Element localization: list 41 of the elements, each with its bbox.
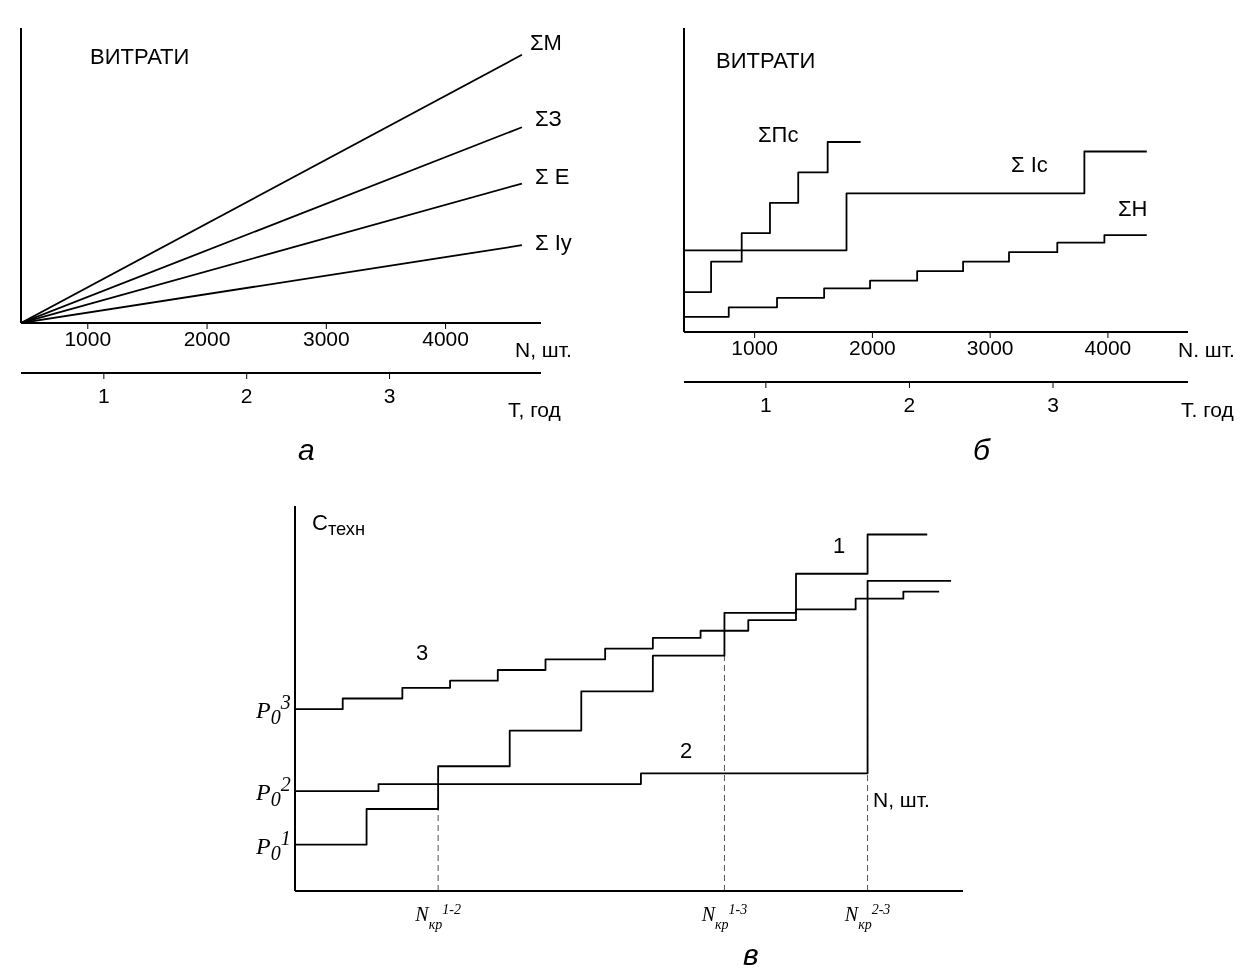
x2-tick-label: 3 [1047, 393, 1059, 416]
series-label: ΣПс [758, 122, 799, 148]
x2-tick-label: 2 [903, 393, 916, 416]
x-tick-label: 3000 [966, 335, 1014, 359]
x2-tick-label: 1 [760, 393, 772, 416]
series-label: 2 [280, 773, 291, 795]
x2-axis-title: Т, год [508, 398, 561, 422]
x-tick-label: 4000 [422, 326, 469, 350]
text: а [298, 433, 315, 467]
text: в [743, 938, 759, 972]
text: 1 [833, 533, 846, 558]
series-label: ΣМ [530, 30, 562, 56]
series-label: ΣЗ [535, 106, 562, 132]
text: 2 [680, 738, 693, 763]
text: P$_{0}$ [256, 833, 281, 864]
series-label: ΣН [1118, 196, 1148, 222]
text: 3 [416, 640, 429, 665]
x-tick-label: 1000 [731, 335, 779, 359]
y-axis-title: C$_{техн}$ [312, 510, 366, 541]
x-axis-title: N. шт. [1178, 338, 1235, 362]
series-label: 1 [280, 827, 291, 849]
x-tick-label: 2000 [849, 335, 896, 359]
text: б [973, 433, 990, 467]
x2-tick-label: 2 [240, 384, 253, 407]
text: P$_{0}$ [256, 697, 281, 728]
y-axis-title: ВИТРАТИ [90, 44, 190, 70]
y-axis-title: ВИТРАТИ [716, 48, 816, 74]
x-tick-label: 2000 [183, 326, 231, 350]
x-tick-label: 3000 [302, 326, 350, 350]
x2-tick-label: 3 [383, 384, 396, 407]
series-label: Σ Е [535, 164, 570, 190]
x-tick-label: 1000 [64, 326, 112, 350]
series-label: Σ Іс [1011, 152, 1048, 178]
series-label: 3 [280, 691, 291, 713]
x2-axis-title: Т. год [1181, 398, 1234, 422]
x-axis-title: N, шт. [515, 338, 572, 362]
series-label: Σ Іу [535, 230, 572, 256]
x-tick-label: 4000 [1084, 335, 1132, 359]
x-axis-title: N, шт. [873, 788, 930, 812]
text: P$_{0}$ [256, 779, 281, 810]
x2-tick-label: 1 [98, 384, 110, 407]
